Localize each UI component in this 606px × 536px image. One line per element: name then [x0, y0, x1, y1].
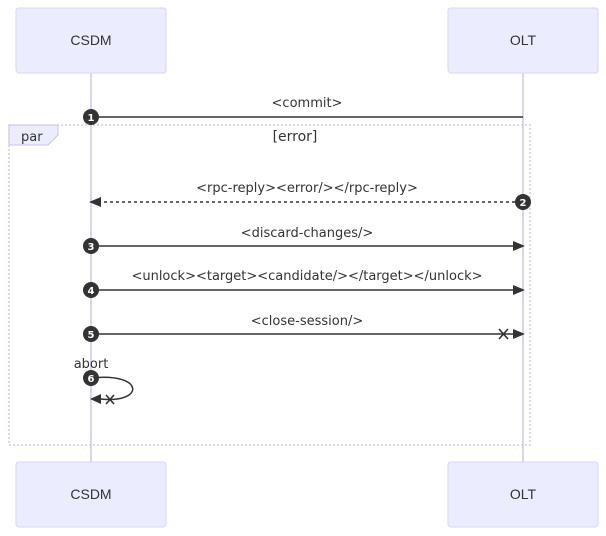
- message-6: abort 6: [74, 357, 134, 405]
- message-3-label: <discard-changes/>: [241, 226, 374, 241]
- actor-olt-bottom: OLT: [447, 461, 599, 528]
- message-2-arrowhead: [89, 197, 101, 207]
- actor-csdm-bottom: CSDM: [15, 461, 167, 528]
- message-2: <rpc-reply><error/></rpc-reply> 2: [89, 181, 531, 210]
- message-4-number: 4: [88, 286, 95, 297]
- message-4-number-badge: [83, 282, 99, 298]
- actor-olt-top-label: OLT: [510, 32, 537, 48]
- par-frame-condition: [error]: [273, 129, 318, 145]
- message-5-number: 5: [88, 330, 95, 341]
- actor-csdm-top: CSDM: [15, 7, 167, 74]
- message-6-label: abort: [74, 357, 109, 372]
- message-1-label: <commit>: [272, 96, 343, 111]
- message-6-number-badge: [83, 370, 99, 386]
- par-frame-keyword: par: [21, 130, 43, 145]
- actor-csdm-bottom-label: CSDM: [70, 486, 111, 502]
- message-5: <close-session/> 5: [83, 314, 525, 342]
- message-3: <discard-changes/> 3: [83, 226, 525, 254]
- message-6-number: 6: [88, 374, 95, 385]
- message-5-label: <close-session/>: [251, 314, 363, 329]
- message-4: <unlock><target><candidate/></target></u…: [83, 269, 525, 298]
- message-2-number-badge: [515, 194, 531, 210]
- par-frame: par [error]: [8, 124, 531, 446]
- actor-olt-bottom-label: OLT: [510, 486, 537, 502]
- message-1-number: 1: [88, 113, 95, 124]
- message-1-number-badge: [83, 109, 99, 125]
- actor-csdm-top-label: CSDM: [70, 32, 111, 48]
- message-4-arrowhead: [513, 285, 525, 295]
- message-2-label: <rpc-reply><error/></rpc-reply>: [196, 181, 418, 196]
- actor-olt-top: OLT: [447, 7, 599, 74]
- message-6-cross-icon: [105, 394, 115, 405]
- message-5-number-badge: [83, 326, 99, 342]
- message-3-number-badge: [83, 238, 99, 254]
- message-6-arrowhead: [90, 394, 101, 404]
- message-3-arrowhead: [513, 241, 525, 251]
- message-5-arrowhead: [513, 329, 525, 339]
- message-1: <commit> 1: [83, 96, 523, 125]
- message-3-number: 3: [88, 242, 95, 253]
- message-2-number: 2: [520, 198, 527, 209]
- message-5-cross-icon: [498, 328, 509, 340]
- message-4-label: <unlock><target><candidate/></target></u…: [131, 269, 482, 284]
